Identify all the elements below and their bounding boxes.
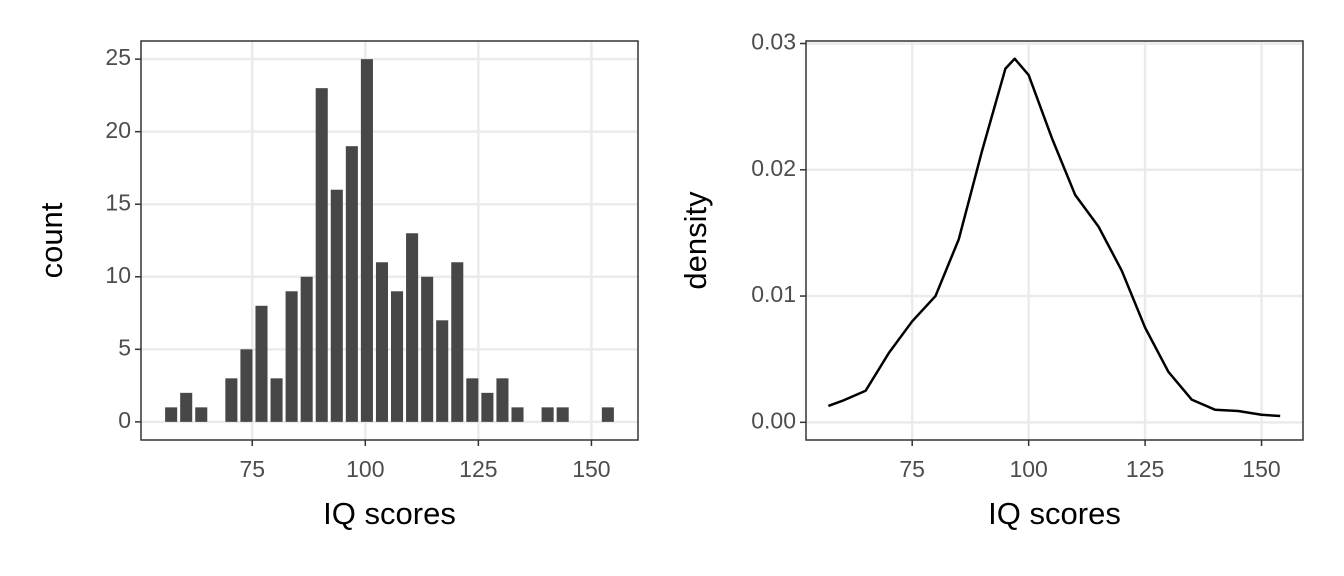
bar: [180, 392, 193, 422]
density-line: [827, 57, 1281, 418]
y-tick-label: 20: [105, 117, 131, 143]
bar: [556, 407, 569, 422]
panel-border: [805, 40, 1304, 441]
x-tick-label: 150: [1242, 456, 1280, 482]
y-tick-label: 25: [105, 44, 131, 70]
bar: [451, 262, 464, 422]
bar: [601, 407, 614, 422]
bar: [345, 146, 358, 422]
bar: [466, 378, 479, 422]
x-axis-title: IQ scores: [323, 496, 456, 531]
bar: [375, 262, 388, 422]
bar: [270, 378, 283, 422]
bar: [195, 407, 208, 422]
y-tick-label: 5: [118, 334, 131, 360]
bar: [511, 407, 524, 422]
panel-border: [140, 40, 639, 441]
bar: [421, 276, 434, 422]
bar: [255, 305, 268, 422]
bar: [225, 378, 238, 422]
bar: [391, 291, 404, 422]
panel-background: [806, 41, 1303, 440]
bar: [541, 407, 554, 422]
bar: [285, 291, 298, 422]
bar: [436, 320, 449, 422]
bar: [165, 407, 178, 422]
bar: [300, 276, 313, 422]
y-axis-title: count: [34, 202, 69, 278]
x-tick-label: 150: [572, 456, 610, 482]
x-tick-label: 125: [1126, 456, 1164, 482]
y-axis-title: density: [678, 191, 713, 290]
y-tick-label: 0.03: [751, 29, 796, 55]
y-tick-label: 0: [118, 407, 131, 433]
x-tick-label: 75: [239, 456, 265, 482]
bar: [496, 378, 509, 422]
x-tick-label: 75: [899, 456, 925, 482]
bar: [481, 392, 494, 422]
y-tick-label: 0.00: [751, 407, 796, 433]
y-tick-label: 10: [105, 262, 131, 288]
bar: [315, 88, 328, 422]
panel-background: [141, 41, 638, 440]
bar: [406, 233, 419, 422]
x-tick-label: 100: [346, 456, 384, 482]
y-tick-label: 0.02: [751, 155, 796, 181]
y-tick-label: 0.01: [751, 281, 796, 307]
bar: [330, 189, 343, 422]
y-tick-label: 15: [105, 189, 131, 215]
x-tick-label: 100: [1009, 456, 1047, 482]
bar: [240, 349, 253, 422]
x-axis-title: IQ scores: [988, 496, 1121, 531]
bar: [360, 59, 373, 422]
x-tick-label: 125: [459, 456, 497, 482]
